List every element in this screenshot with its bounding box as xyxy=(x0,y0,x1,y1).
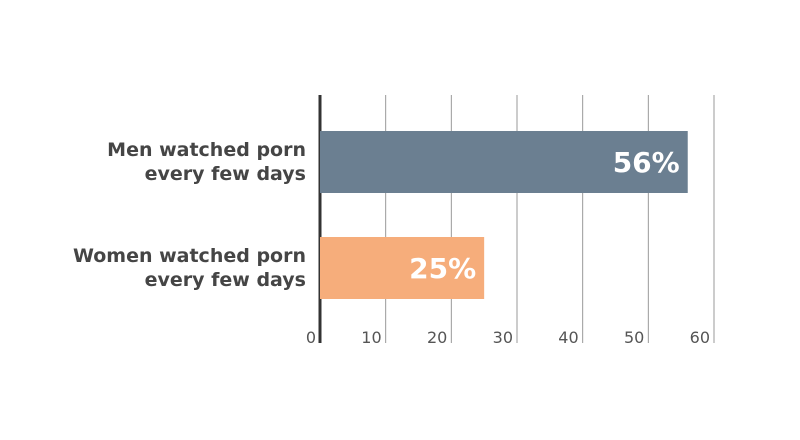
bar xyxy=(320,131,688,193)
category-label-box: Women watched porn every few days xyxy=(72,245,306,291)
bar xyxy=(320,237,485,299)
category-label-box: Men watched porn every few days xyxy=(107,139,306,185)
y-tick-label: Women watched porn every few days xyxy=(72,245,306,291)
x-tick-label: 20 xyxy=(427,328,447,347)
x-tick-label: 40 xyxy=(558,328,578,347)
value-label: 25% xyxy=(409,252,476,285)
x-tick-label: 10 xyxy=(361,328,381,347)
x-tick-label: 0 xyxy=(306,328,316,347)
y-tick-label: Men watched porn every few days xyxy=(107,139,306,185)
x-tick-label: 50 xyxy=(624,328,644,347)
value-label: 56% xyxy=(613,146,680,179)
x-tick-label: 30 xyxy=(493,328,513,347)
x-tick-label: 60 xyxy=(690,328,710,347)
